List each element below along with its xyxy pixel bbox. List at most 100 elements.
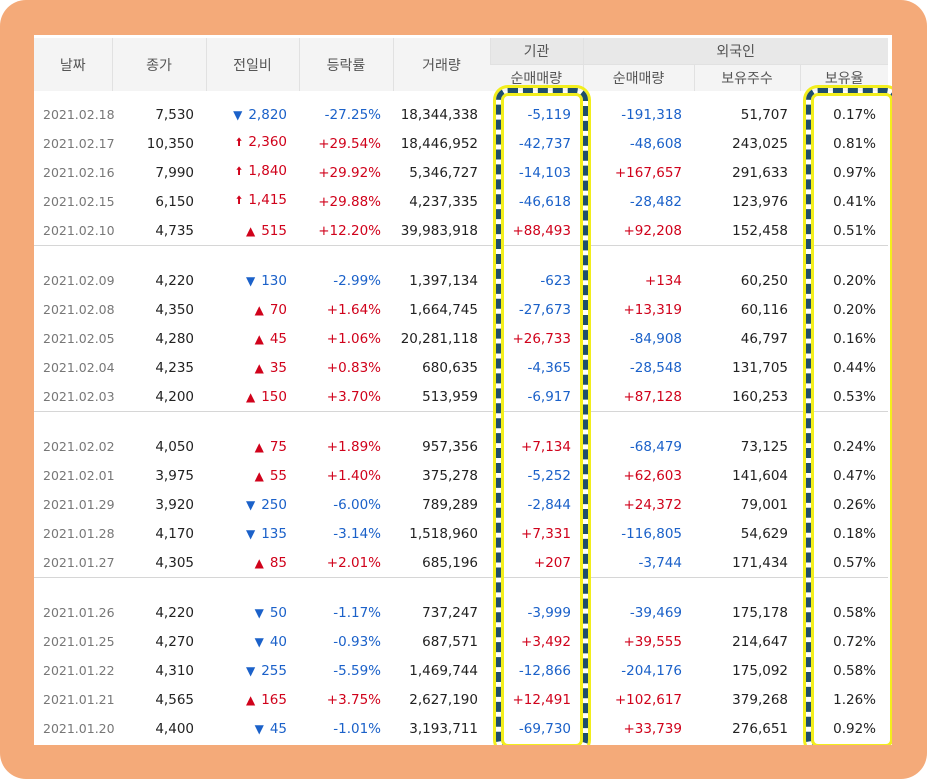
cell-change: ▼ 50 xyxy=(206,598,299,627)
cell-rate: -0.93% xyxy=(333,633,381,650)
cell-date: 2021.01.20 xyxy=(43,721,115,736)
col-change: 전일비 xyxy=(205,38,299,91)
cell-volume: 39,983,918 xyxy=(400,222,478,239)
cell-volume: 513,959 xyxy=(422,388,478,405)
triangle-down-icon: ▼ xyxy=(233,107,243,122)
cell-foreign-net: +39,555 xyxy=(623,633,682,650)
table-row: 2021.02.05 4,280 ▲ 45 +1.06% 20,281,118 +26,73… xyxy=(34,324,888,353)
cell-foreign-ratio: 0.58% xyxy=(833,604,876,621)
group-separator xyxy=(34,411,888,432)
cell-close: 7,530 xyxy=(155,106,194,123)
cell-change: ▼ 135 xyxy=(206,519,299,548)
cell-foreign-net: +62,603 xyxy=(623,467,682,484)
header-row-1: 날짜 종가 전일비 등락률 거래량 기관 외국인 xyxy=(34,38,888,91)
cell-change: ▼ 255 xyxy=(206,656,299,685)
table-row: 2021.01.26 4,220 ▼ 50 -1.17% 737,247 -3,999 -39… xyxy=(34,598,888,627)
cell-rate: +0.83% xyxy=(326,359,381,376)
cell-close: 4,235 xyxy=(155,359,194,376)
cell-date: 2021.02.02 xyxy=(43,439,115,454)
change-value: 85 xyxy=(269,554,287,571)
cell-foreign-net: +13,319 xyxy=(623,301,682,318)
cell-close: 4,170 xyxy=(155,525,194,542)
cell-inst-net: +12,491 xyxy=(512,691,571,708)
cell-date: 2021.02.10 xyxy=(43,223,115,238)
cell-change: ▲ 150 xyxy=(206,382,299,412)
change-value: 2,820 xyxy=(248,106,287,123)
cell-inst-net: -14,103 xyxy=(518,164,571,181)
separator-cell xyxy=(34,411,888,432)
cell-date: 2021.02.16 xyxy=(43,165,115,180)
cell-volume: 680,635 xyxy=(422,359,478,376)
cell-inst-net: +7,331 xyxy=(521,525,571,542)
cell-foreign-net: -28,482 xyxy=(629,193,682,210)
table-row: 2021.01.27 4,305 ▲ 85 +2.01% 685,196 +207 -3,74… xyxy=(34,548,888,578)
upper-limit-arrow-icon: 🠩 xyxy=(235,135,243,149)
cell-inst-net: -3,999 xyxy=(527,604,571,621)
cell-date: 2021.02.01 xyxy=(43,468,115,483)
triangle-up-icon: ▲ xyxy=(254,360,264,375)
triangle-up-icon: ▲ xyxy=(245,389,256,404)
cell-date: 2021.01.29 xyxy=(43,497,115,512)
cell-close: 3,975 xyxy=(155,467,194,484)
cell-change: ▼ 2,820 xyxy=(206,100,299,129)
cell-foreign-holdings: 160,253 xyxy=(732,388,788,405)
cell-rate: +1.64% xyxy=(326,301,381,318)
cell-change: ▼ 45 xyxy=(206,714,299,743)
change-value: 1,840 xyxy=(248,163,287,179)
cell-change: 🠩 2,360 xyxy=(206,129,299,158)
cell-rate: +2.01% xyxy=(326,554,381,571)
cell-inst-net: -6,917 xyxy=(527,388,571,405)
cell-rate: -1.01% xyxy=(333,720,381,737)
separator-cell xyxy=(34,245,888,266)
cell-close: 3,920 xyxy=(155,496,194,513)
cell-change: ▼ 130 xyxy=(206,266,299,295)
cell-foreign-ratio: 0.24% xyxy=(833,438,876,455)
cell-inst-net: +3,492 xyxy=(521,633,571,650)
change-value: 35 xyxy=(269,359,287,376)
separator-cell xyxy=(34,577,888,598)
cell-volume: 957,356 xyxy=(422,438,478,455)
table-row: 2021.01.29 3,920 ▼ 250 -6.00% 789,289 -2,844 +2… xyxy=(34,490,888,519)
cell-volume: 1,469,744 xyxy=(409,662,478,679)
cell-foreign-holdings: 379,268 xyxy=(732,691,788,708)
cell-foreign-net: -116,805 xyxy=(621,525,682,542)
change-value: 45 xyxy=(269,330,287,347)
change-value: 50 xyxy=(269,604,287,621)
cell-change: 🠩 1,415 xyxy=(206,187,299,216)
cell-volume: 4,237,335 xyxy=(409,193,478,210)
table-row: 2021.02.15 6,150 🠩 1,415 +29.88% 4,237,335 -46… xyxy=(34,187,888,216)
table-row: 2021.01.21 4,565 ▲ 165 +3.75% 2,627,190 +12,49… xyxy=(34,685,888,714)
cell-change: ▲ 75 xyxy=(206,432,299,461)
cell-inst-net: +26,733 xyxy=(512,330,571,347)
cell-rate: -27.25% xyxy=(324,106,381,123)
cell-rate: +3.70% xyxy=(326,388,381,405)
change-value: 255 xyxy=(261,662,287,679)
upper-limit-arrow-icon: 🠩 xyxy=(235,164,243,178)
cell-close: 7,990 xyxy=(155,164,194,181)
cell-close: 4,280 xyxy=(155,330,194,347)
cell-foreign-ratio: 0.92% xyxy=(833,720,876,737)
triangle-up-icon: ▲ xyxy=(245,223,256,238)
cell-foreign-holdings: 123,976 xyxy=(732,193,788,210)
table-row: 2021.02.17 10,350 🠩 2,360 +29.54% 18,446,952 -… xyxy=(34,129,888,158)
table-row: 2021.02.10 4,735 ▲ 515 +12.20% 39,983,918 +88,… xyxy=(34,216,888,246)
cell-change: ▲ 85 xyxy=(206,548,299,578)
triangle-up-icon: ▲ xyxy=(254,555,264,570)
change-value: 135 xyxy=(261,525,287,542)
col-foreign-holdings: 보유주수 xyxy=(693,64,800,91)
cell-foreign-holdings: 131,705 xyxy=(732,359,788,376)
cell-volume: 685,196 xyxy=(422,554,478,571)
cell-date: 2021.01.26 xyxy=(43,605,115,620)
cell-foreign-holdings: 79,001 xyxy=(740,496,788,513)
change-value: 515 xyxy=(261,222,287,239)
group-foreign: 외국인 xyxy=(582,38,888,65)
table-row: 2021.02.03 4,200 ▲ 150 +3.70% 513,959 -6,917 +8… xyxy=(34,382,888,412)
cell-rate: +29.88% xyxy=(318,193,381,210)
cell-date: 2021.02.09 xyxy=(43,273,115,288)
cell-change: ▲ 35 xyxy=(206,353,299,382)
header-row-2: 순매매량 순매매량 보유주수 보유율 xyxy=(34,64,888,91)
cell-date: 2021.01.25 xyxy=(43,634,115,649)
cell-close: 4,270 xyxy=(155,633,194,650)
cell-foreign-ratio: 0.51% xyxy=(833,222,876,239)
cell-rate: +29.54% xyxy=(318,135,381,152)
